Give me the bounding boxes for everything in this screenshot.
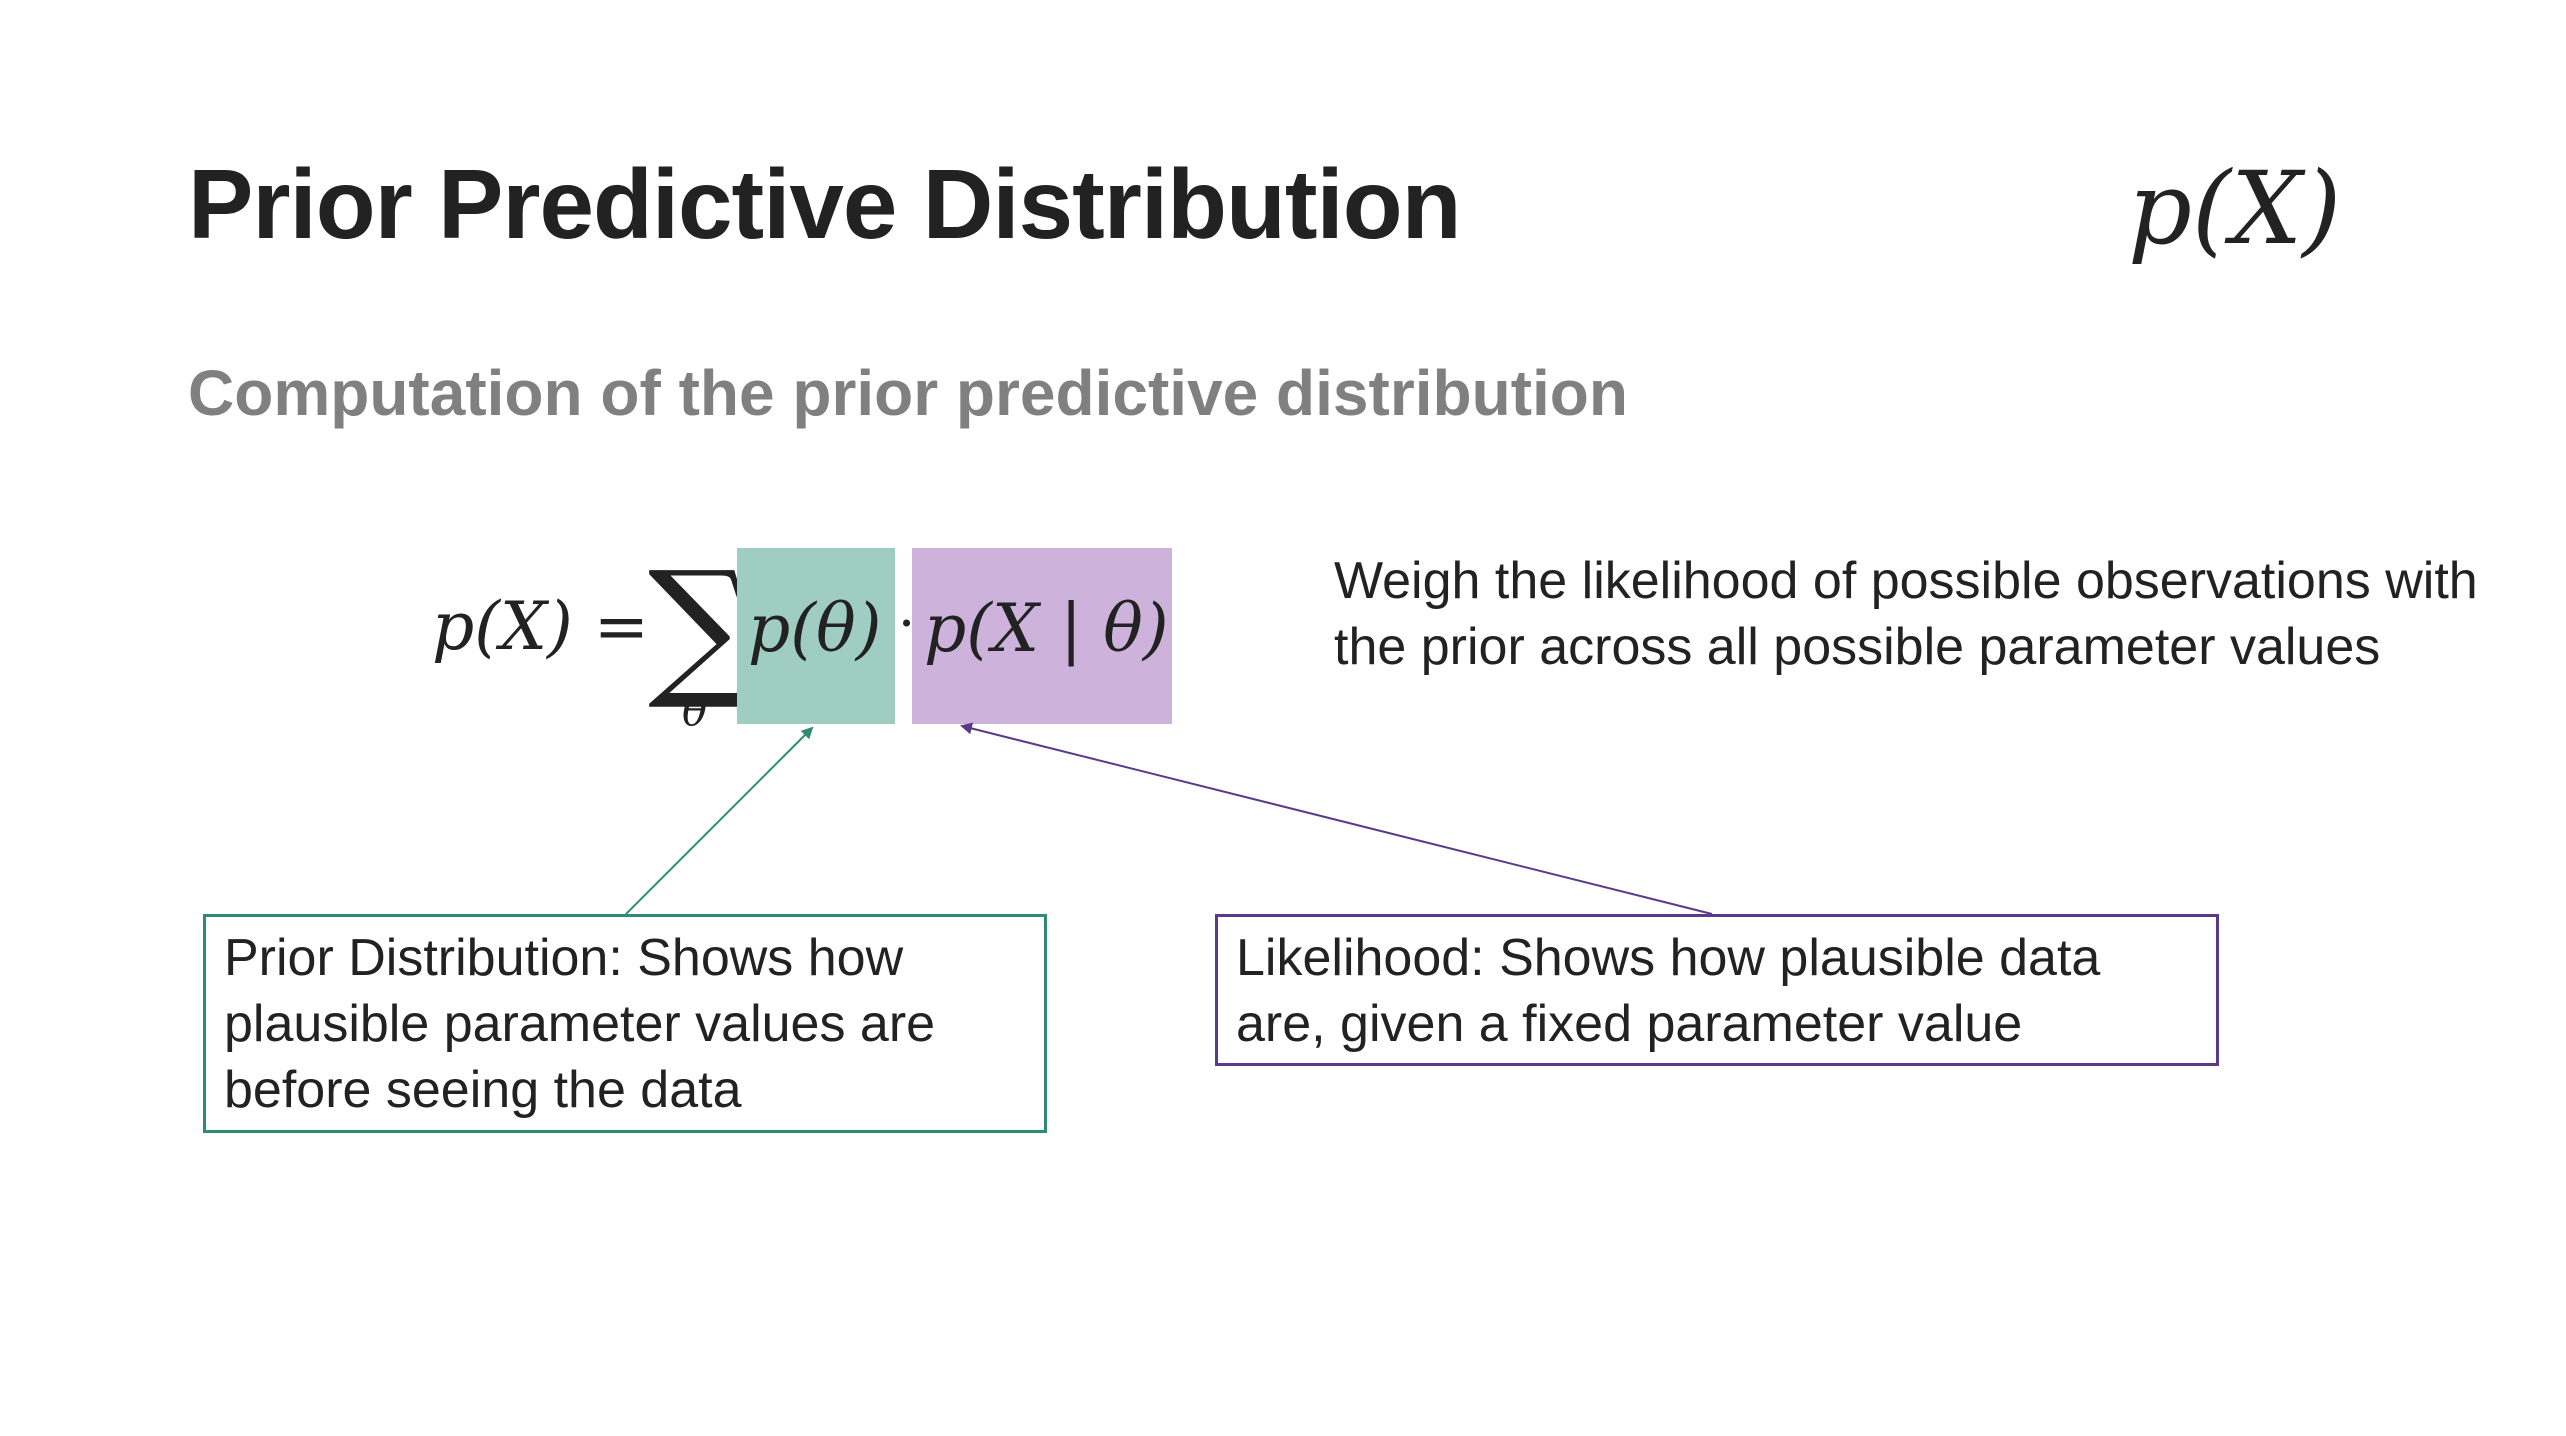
likelihood-term: p(X | θ)	[924, 590, 1169, 667]
slide-subtitle: Computation of the prior predictive dist…	[188, 357, 1628, 429]
prior-callout-text: Prior Distribution: Shows how plausible …	[224, 929, 936, 1119]
sum-index: θ	[682, 686, 708, 735]
formula-lhs: p(X) =	[432, 588, 650, 665]
prior-highlight-box	[737, 548, 895, 724]
multiplication-dot: ·	[898, 592, 916, 655]
likelihood-callout-text: Likelihood: Shows how plausible data are…	[1236, 929, 2101, 1053]
likelihood-callout: Likelihood: Shows how plausible data are…	[1215, 914, 2219, 1066]
explanation-text: Weigh the likelihood of possible observa…	[1334, 552, 2478, 676]
prior-term: p(θ)	[748, 590, 882, 667]
corner-formula-text: p(X)	[2128, 150, 2342, 267]
likelihood-highlight-box	[912, 548, 1172, 724]
likelihood-arrow	[960, 722, 1713, 915]
prior-callout: Prior Distribution: Shows how plausible …	[203, 914, 1047, 1133]
slide-title: Prior Predictive Distribution	[188, 149, 1461, 259]
corner-formula: p(X)	[2128, 150, 2341, 267]
prior-arrow	[625, 726, 814, 915]
